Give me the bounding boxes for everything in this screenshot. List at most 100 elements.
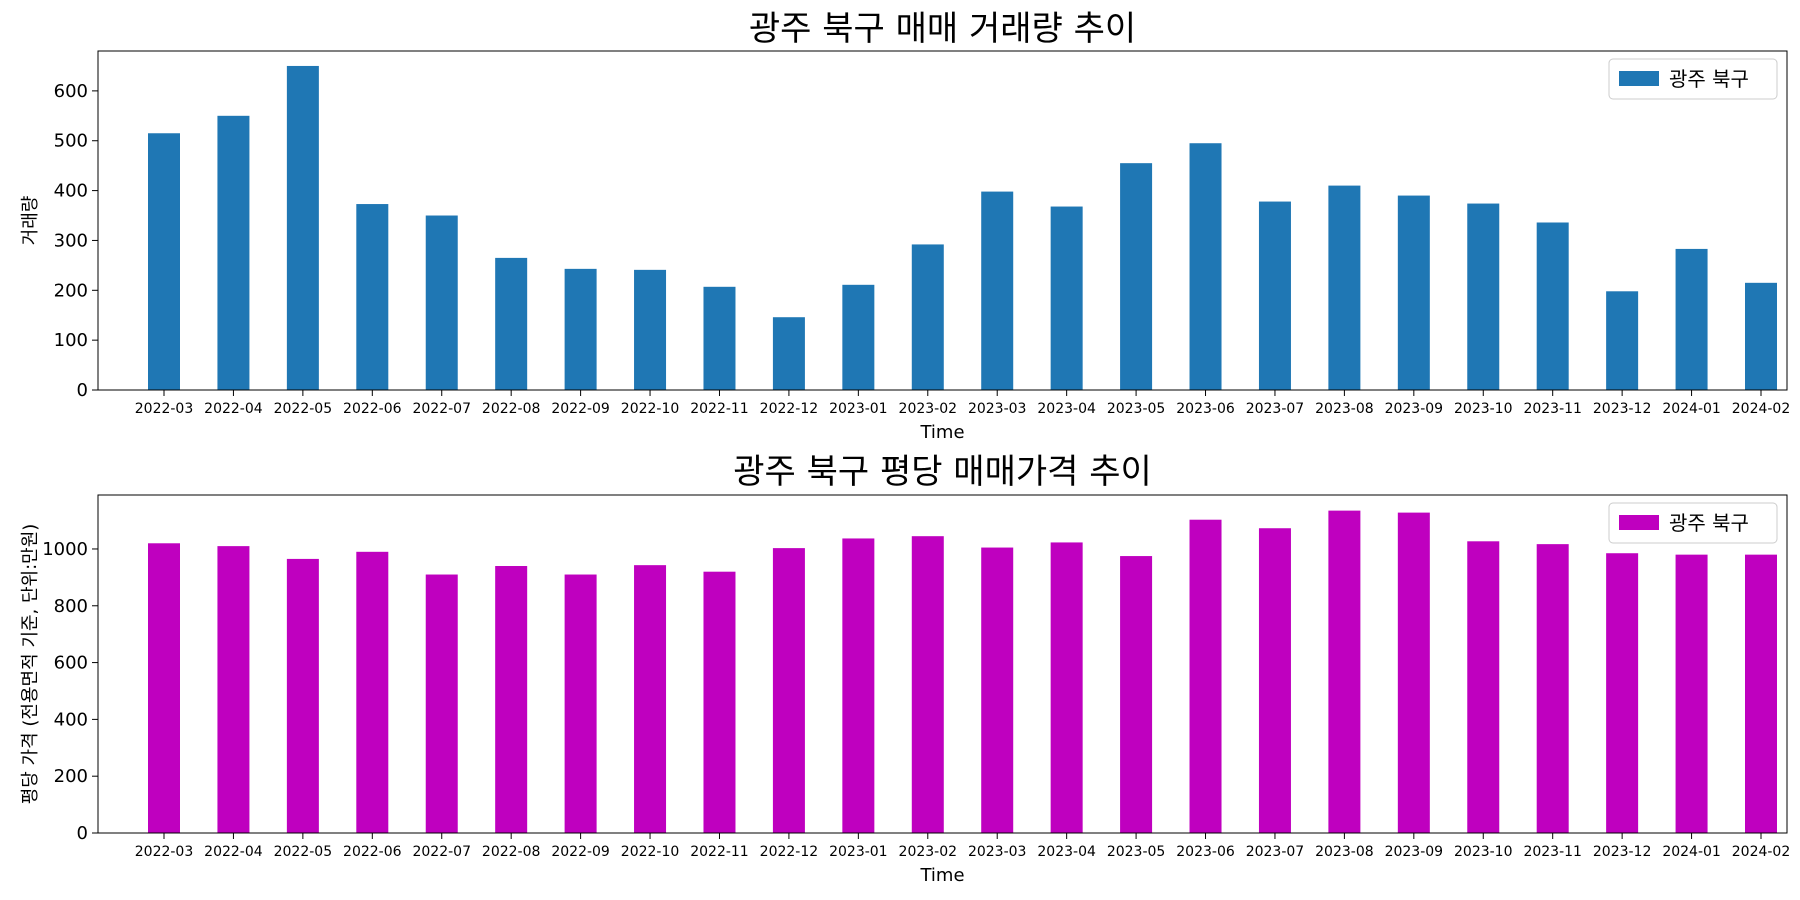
bar <box>1675 554 1708 833</box>
bar <box>356 551 389 833</box>
bar <box>564 574 597 833</box>
x-tick-label: 2023-05 <box>1107 401 1166 417</box>
x-tick-label: 2023-11 <box>1523 844 1582 860</box>
legend: 광주 북구 <box>1608 502 1778 544</box>
bar <box>286 65 319 391</box>
bar <box>842 284 875 390</box>
x-tick-label: 2022-07 <box>412 844 471 860</box>
x-tick-label: 2023-08 <box>1315 844 1374 860</box>
bar <box>495 566 528 833</box>
x-tick-label: 2023-12 <box>1593 401 1652 417</box>
y-axis-label: 평당 가격 (전용면적 기준, 단위:만원) <box>20 524 41 805</box>
legend-label: 광주 북구 <box>1669 511 1749 535</box>
x-tick-label: 2023-12 <box>1593 844 1652 860</box>
y-tick-label: 100 <box>54 330 88 351</box>
y-tick-label: 200 <box>54 280 88 301</box>
x-tick-label: 2023-09 <box>1385 844 1444 860</box>
bar <box>1606 553 1639 833</box>
x-tick-label: 2022-05 <box>274 844 333 860</box>
x-tick-label: 2024-01 <box>1662 844 1721 860</box>
bar <box>1745 554 1777 833</box>
x-tick-label: 2022-04 <box>204 401 263 417</box>
bar <box>148 543 180 833</box>
x-tick-label: 2023-01 <box>829 401 888 417</box>
bar <box>564 268 597 390</box>
bar <box>1189 519 1222 833</box>
x-axis-label: Time <box>919 422 964 443</box>
bar <box>1467 203 1500 390</box>
bar <box>1189 143 1222 390</box>
bar <box>703 286 736 390</box>
plot-frame <box>97 494 1788 834</box>
chart-trade-volume: 광주 북구 매매 거래량 추이 Time 거래량 0 100 200 300 400 50… <box>20 9 1790 443</box>
bar <box>703 571 736 833</box>
bar <box>1397 195 1430 390</box>
bar <box>148 133 180 390</box>
plot-frame <box>97 50 1788 391</box>
bar <box>425 574 458 833</box>
x-tick-label: 2023-02 <box>899 844 958 860</box>
x-tick-label: 2022-03 <box>135 401 194 417</box>
bar <box>1258 201 1291 390</box>
x-tick-label: 2022-06 <box>343 401 402 417</box>
x-axis-label: Time <box>919 865 964 886</box>
x-tick-label: 2023-03 <box>968 401 1027 417</box>
x-tick-label: 2022-05 <box>274 401 333 417</box>
y-tick-label: 600 <box>54 653 88 674</box>
x-tick-label: 2023-05 <box>1107 844 1166 860</box>
ticks: 0 100 200 300 400 500 600 2022-03 2022-04 2022-05… <box>54 81 1791 417</box>
bar <box>911 244 944 390</box>
x-tick-label: 2023-08 <box>1315 401 1374 417</box>
bars <box>148 65 1777 391</box>
y-axis-label: 거래량 <box>20 196 41 246</box>
y-tick-label: 400 <box>54 709 88 730</box>
bar <box>495 257 528 390</box>
x-tick-label: 2022-08 <box>482 401 541 417</box>
y-tick-label: 300 <box>54 230 88 251</box>
bar <box>1258 528 1291 833</box>
legend-box <box>1608 502 1778 544</box>
bar <box>356 204 389 390</box>
x-tick-label: 2022-10 <box>621 401 680 417</box>
legend-swatch <box>1619 71 1659 86</box>
bar <box>1120 163 1153 390</box>
x-tick-label: 2022-08 <box>482 844 541 860</box>
bar <box>634 565 667 833</box>
legend-box <box>1608 58 1778 100</box>
y-tick-label: 500 <box>54 131 88 152</box>
bar <box>1467 541 1500 833</box>
bar <box>772 548 805 833</box>
x-tick-label: 2023-04 <box>1037 401 1096 417</box>
bar <box>1606 291 1639 390</box>
chart-title: 광주 북구 평당 매매가격 추이 <box>733 452 1152 492</box>
y-tick-label: 0 <box>77 823 88 844</box>
y-tick-label: 600 <box>54 81 88 102</box>
x-tick-label: 2022-09 <box>551 401 610 417</box>
x-tick-label: 2022-10 <box>621 844 680 860</box>
bar <box>1328 185 1361 390</box>
x-tick-label: 2023-10 <box>1454 844 1513 860</box>
bar <box>425 215 458 390</box>
bar <box>772 317 805 390</box>
x-tick-label: 2023-07 <box>1246 401 1305 417</box>
chart-title: 광주 북구 매매 거래량 추이 <box>749 9 1136 49</box>
bar <box>1397 512 1430 833</box>
x-tick-label: 2022-06 <box>343 844 402 860</box>
bar <box>1050 542 1083 833</box>
bar <box>286 558 319 833</box>
x-tick-label: 2023-09 <box>1385 401 1444 417</box>
x-tick-label: 2022-11 <box>690 401 749 417</box>
bar <box>911 536 944 833</box>
bar <box>1050 206 1083 390</box>
x-tick-label: 2023-10 <box>1454 401 1513 417</box>
x-tick-label: 2022-11 <box>690 844 749 860</box>
x-tick-label: 2024-02 <box>1732 401 1791 417</box>
x-tick-label: 2023-04 <box>1037 844 1096 860</box>
bar <box>1536 544 1569 833</box>
bars <box>148 510 1777 833</box>
bar <box>842 538 875 833</box>
bar <box>217 115 250 390</box>
x-tick-label: 2023-06 <box>1176 401 1235 417</box>
y-tick-label: 400 <box>54 181 88 202</box>
